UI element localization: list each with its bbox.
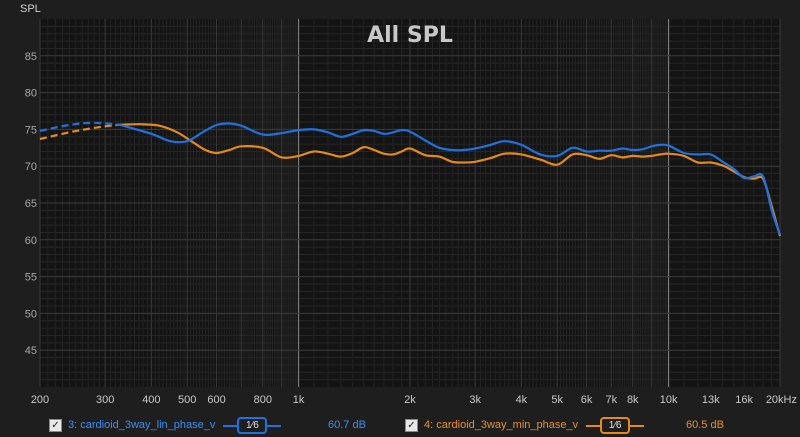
x-tick-label: 300: [96, 394, 114, 406]
lin-phase-checkbox[interactable]: ✓: [49, 418, 62, 432]
lin-phase-level: 60.7 dB: [328, 419, 366, 431]
y-tick-label: 65: [25, 198, 37, 210]
x-tick-label: 20kHz: [766, 394, 797, 406]
min-phase-series-line-dashed: [39, 123, 116, 141]
x-tick-label: 400: [142, 394, 160, 406]
lin-phase-series-line: [120, 122, 782, 235]
min-phase-level: 60.5 dB: [686, 419, 724, 431]
x-tick-label: 200: [31, 394, 49, 406]
y-axis-label: SPL: [20, 3, 41, 15]
x-tick-label: 4k: [516, 394, 528, 406]
min-phase-smoothing: 1⁄6: [600, 417, 631, 434]
legend-item-min: ✓ 4: cardioid_3way_min_phase_v 1⁄6: [405, 415, 645, 435]
x-tick-label: 8k: [627, 394, 639, 406]
min-phase-smoothing-control[interactable]: 1⁄6: [586, 415, 645, 435]
x-tick-label: 2k: [404, 394, 416, 406]
spl-chart[interactable]: 45 50 55 60 65 70 75 80 85 200 300 400 500 600 800 1k 2k…: [0, 0, 800, 410]
legend-item-lin: ✓ 3: cardioid_3way_lin_phase_v 1⁄6: [49, 415, 282, 435]
lin-phase-smoothing-control[interactable]: 1⁄6: [223, 415, 282, 435]
x-tick-label: 7k: [605, 394, 617, 406]
lin-phase-series-line-dashed: [39, 121, 121, 132]
min-phase-name[interactable]: 4: cardioid_3way_min_phase_v: [424, 419, 579, 431]
y-tick-label: 50: [25, 308, 37, 320]
x-tick-label: 600: [207, 394, 225, 406]
x-tick-label: 500: [178, 394, 196, 406]
x-tick-label: 1k: [293, 394, 305, 406]
x-tick-label: 10k: [660, 394, 678, 406]
y-tick-label: 85: [25, 51, 37, 63]
y-tick-label: 70: [25, 161, 37, 173]
y-tick-label: 80: [25, 88, 37, 100]
min-phase-checkbox[interactable]: ✓: [405, 418, 418, 432]
y-tick-label: 75: [25, 124, 37, 136]
spl-chart-svg[interactable]: 45 50 55 60 65 70 75 80 85 200 300 400 500 600 800 1k 2k…: [0, 0, 800, 410]
y-tick-label: 45: [25, 345, 37, 357]
chart-title: All SPL: [367, 23, 453, 48]
legend-bar: ✓ 3: cardioid_3way_lin_phase_v 1⁄6 60.7 …: [0, 412, 800, 437]
x-tick-label: 3k: [469, 394, 481, 406]
x-tick-label: 5k: [551, 394, 563, 406]
min-phase-series-line: [115, 123, 782, 237]
y-tick-label: 55: [25, 272, 37, 284]
lin-phase-name[interactable]: 3: cardioid_3way_lin_phase_v: [68, 419, 216, 431]
y-tick-label: 60: [25, 235, 37, 247]
x-tick-label: 6k: [581, 394, 593, 406]
x-tick-label: 800: [254, 394, 272, 406]
x-tick-label: 13k: [702, 394, 720, 406]
lin-phase-smoothing: 1⁄6: [237, 417, 268, 434]
x-tick-label: 16k: [735, 394, 753, 406]
